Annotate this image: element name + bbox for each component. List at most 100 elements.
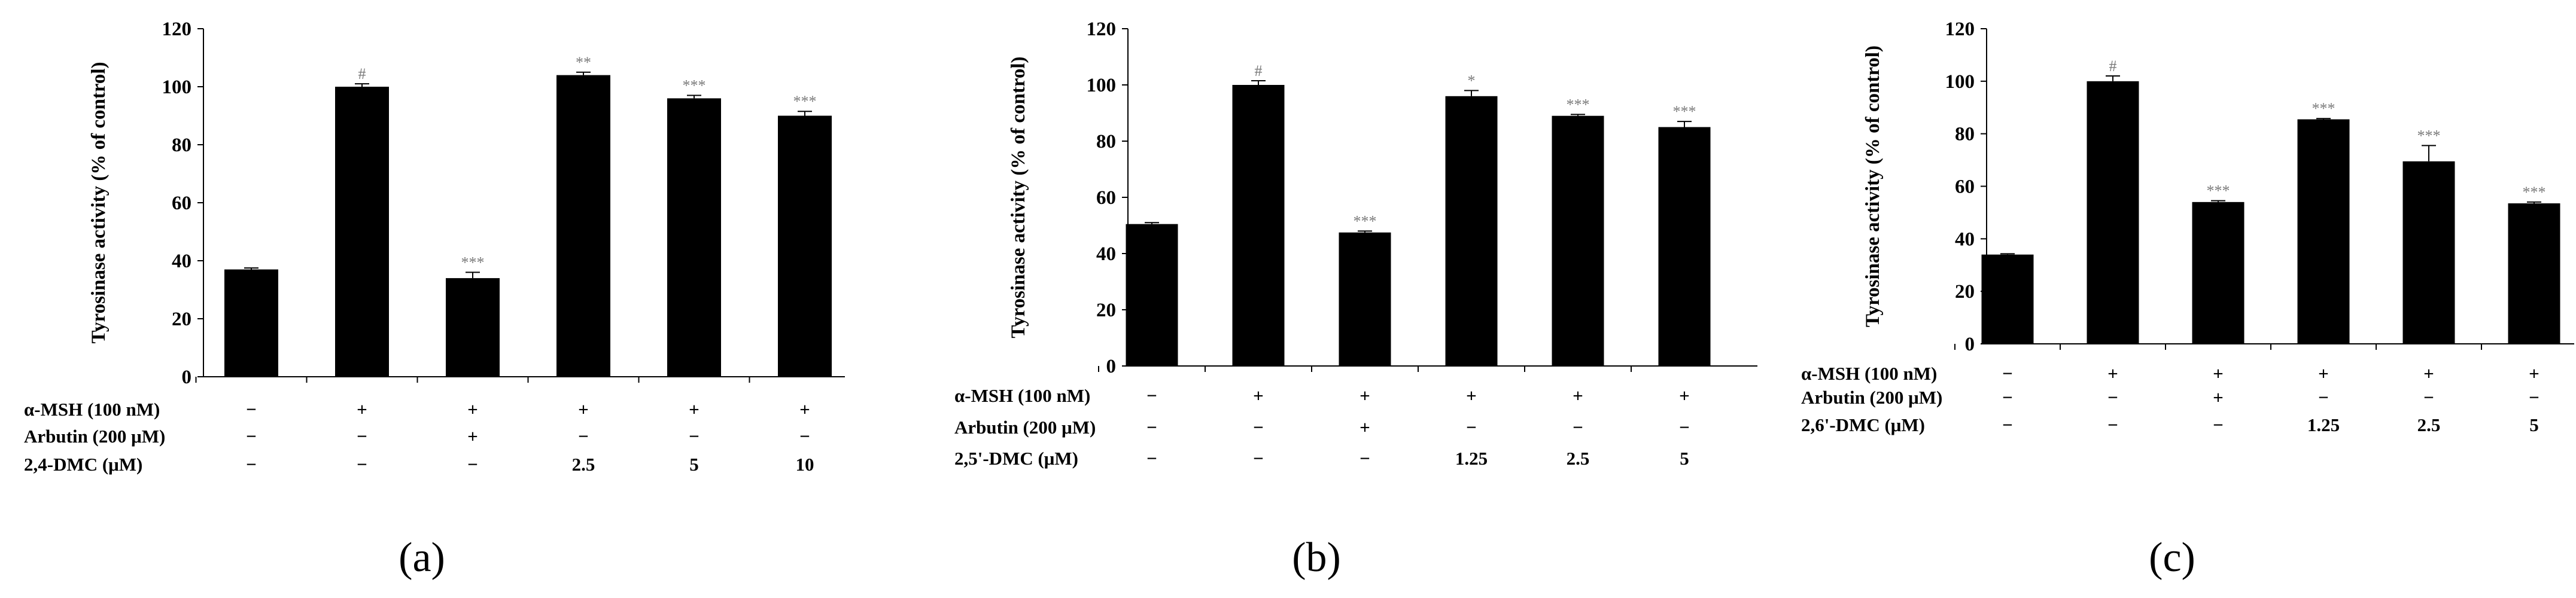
chart-panel-2: 0 20 40 60 80 100 120 Tyrosinase activity (% of… — [954, 19, 1757, 581]
y-tick-label: 60 — [1955, 176, 1975, 198]
treatment-value: − — [357, 454, 367, 475]
treatment-value: − — [1573, 417, 1583, 438]
y-tick-label: 60 — [172, 193, 191, 214]
y-tick-label: 100 — [1087, 75, 1117, 96]
treatment-value: − — [1360, 448, 1370, 469]
significance-mark: * — [1468, 72, 1476, 89]
bar — [2508, 203, 2560, 344]
treatment-value: + — [1679, 385, 1690, 406]
bar — [556, 75, 610, 377]
bar — [335, 87, 389, 377]
treatment-value: − — [1146, 448, 1157, 469]
treatment-value: + — [467, 426, 478, 447]
treatment-value: − — [2002, 363, 2013, 384]
significance-mark: ** — [576, 54, 591, 71]
treatment-row-label: 2,4-DMC (μM) — [24, 454, 142, 475]
treatment-value: − — [246, 426, 257, 447]
treatment-value: − — [578, 426, 589, 447]
y-tick-label: 80 — [1955, 124, 1975, 145]
treatment-value: − — [689, 426, 699, 447]
treatment-value: − — [1146, 385, 1157, 406]
treatment-row-label: α-MSH (100 nM) — [1801, 363, 1937, 384]
treatment-value: − — [2107, 387, 2118, 408]
treatment-value: 10 — [796, 454, 814, 475]
treatment-value: − — [1466, 417, 1477, 438]
panel-label: (c) — [2149, 535, 2195, 581]
treatment-row-label: α-MSH (100 nM) — [954, 385, 1090, 406]
treatment-value: − — [2002, 414, 2013, 435]
treatment-value: + — [1466, 385, 1477, 406]
y-tick-label: 20 — [172, 309, 191, 330]
y-tick-label: 60 — [1096, 187, 1116, 209]
panel-label: (a) — [399, 535, 445, 581]
bar — [1232, 85, 1285, 366]
bar — [1339, 232, 1391, 366]
bar — [778, 115, 832, 377]
significance-mark: *** — [683, 77, 706, 94]
treatment-value: − — [357, 426, 367, 447]
treatment-value: 5 — [689, 454, 699, 475]
treatment-value: + — [2213, 387, 2224, 408]
significance-mark: *** — [793, 93, 817, 110]
significance-mark: *** — [2207, 182, 2230, 200]
bar — [2192, 202, 2245, 344]
bar — [446, 278, 500, 377]
treatment-value: + — [357, 399, 367, 420]
treatment-value: − — [246, 454, 257, 475]
significance-mark: *** — [1567, 96, 1590, 113]
significance-mark: *** — [2417, 127, 2441, 144]
y-tick-label: 40 — [1096, 243, 1116, 265]
y-tick-label: 0 — [1106, 356, 1117, 377]
treatment-row-label: Arbutin (200 μM) — [954, 417, 1096, 438]
treatment-value: − — [1253, 448, 1264, 469]
bar — [1445, 96, 1498, 367]
panel-label: (b) — [1292, 535, 1341, 581]
treatment-value: 1.25 — [1455, 448, 1488, 469]
chart-panel-3: 0 20 40 60 80 100 120 Tyrosinase activity (% of… — [1801, 19, 2574, 581]
chart-panel-1: 0 20 40 60 80 100 120 Tyrosinase activity (% of… — [24, 19, 845, 581]
y-axis-title: Tyrosinase activity (% of control) — [1008, 56, 1029, 338]
significance-mark: # — [358, 65, 366, 83]
treatment-value: 1.25 — [2307, 414, 2340, 435]
treatment-value: 5 — [1680, 448, 1689, 469]
bar — [2402, 161, 2455, 344]
treatment-row-label: Arbutin (200 μM) — [24, 426, 165, 447]
y-tick-label: 120 — [162, 19, 192, 40]
significance-mark: # — [2109, 57, 2117, 75]
treatment-value: − — [2529, 387, 2539, 408]
treatment-value: + — [1360, 385, 1370, 406]
treatment-value: + — [467, 399, 478, 420]
y-tick-label: 20 — [1955, 281, 1975, 303]
treatment-value: − — [2318, 387, 2329, 408]
y-axis-title: Tyrosinase activity (% of control) — [1862, 45, 1884, 327]
treatment-value: 5 — [2529, 414, 2539, 435]
treatment-value: − — [1253, 417, 1264, 438]
treatment-row-label: α-MSH (100 nM) — [24, 399, 160, 420]
treatment-value: + — [578, 399, 589, 420]
bar — [1552, 115, 1604, 366]
y-tick-label: 0 — [1965, 334, 1975, 355]
y-tick-label: 40 — [172, 251, 191, 272]
treatment-row-label: 2,6'-DMC (μM) — [1801, 414, 1925, 435]
y-axis-title: Tyrosinase activity (% of control) — [88, 62, 110, 343]
treatment-value: − — [467, 454, 478, 475]
bar — [667, 98, 721, 377]
bar — [1981, 254, 2034, 344]
treatment-value: + — [2318, 363, 2329, 384]
y-tick-label: 120 — [1945, 19, 1975, 40]
bar — [1126, 224, 1178, 366]
treatment-value: − — [2423, 387, 2434, 408]
treatment-value: − — [1679, 417, 1690, 438]
y-tick-label: 100 — [162, 77, 192, 98]
y-tick-label: 0 — [182, 367, 192, 388]
significance-mark: # — [1255, 62, 1263, 80]
treatment-value: + — [2107, 363, 2118, 384]
y-tick-label: 80 — [1096, 131, 1116, 152]
treatment-value: 2.5 — [1567, 448, 1590, 469]
bar — [1658, 127, 1711, 366]
treatment-value: 2.5 — [572, 454, 595, 475]
significance-mark: *** — [1673, 103, 1696, 120]
y-tick-label: 80 — [172, 135, 191, 156]
treatment-row-label: Arbutin (200 μM) — [1801, 387, 1942, 408]
